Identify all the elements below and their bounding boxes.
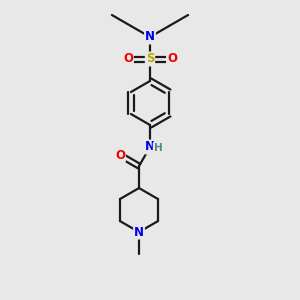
Text: H: H [154,143,162,153]
Text: N: N [145,31,155,44]
Text: O: O [123,52,133,65]
Text: O: O [167,52,177,65]
Text: S: S [146,52,154,65]
Text: O: O [115,148,125,162]
Text: N: N [134,226,144,238]
Text: N: N [145,140,155,154]
